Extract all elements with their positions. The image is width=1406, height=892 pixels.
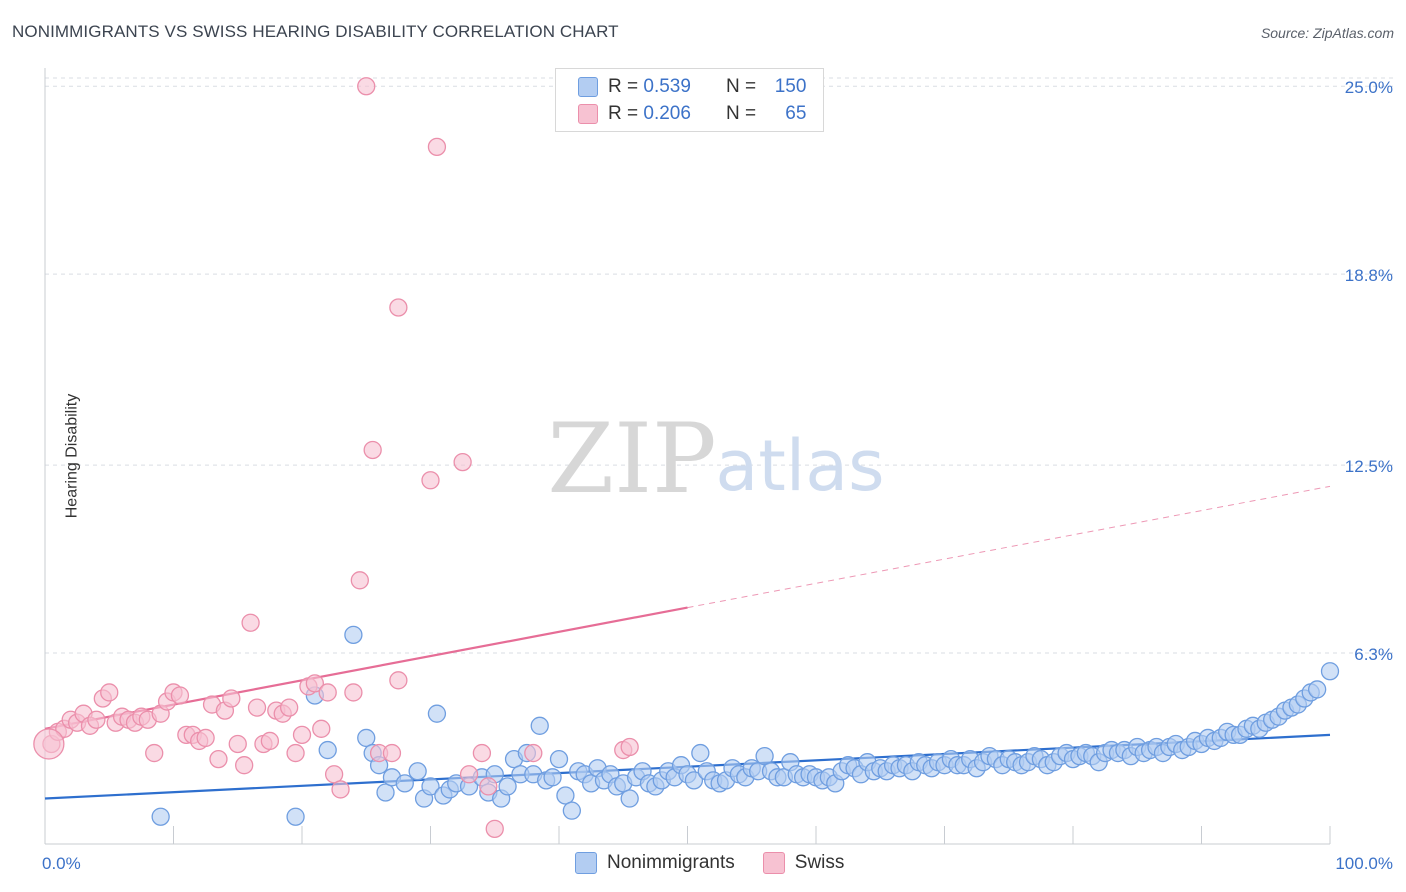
series-nonimmigrants-points bbox=[151, 625, 1340, 826]
points-layer bbox=[33, 77, 1340, 838]
legend-n-label: N = bbox=[726, 76, 757, 97]
data-point bbox=[562, 801, 581, 820]
legend-n-value-swiss: 65 bbox=[785, 103, 807, 124]
data-point bbox=[479, 777, 498, 796]
data-point bbox=[556, 786, 575, 805]
trend-line-swiss bbox=[44, 606, 688, 730]
watermark: ZIP atlas bbox=[547, 403, 884, 515]
legend-swatch-pink bbox=[578, 104, 598, 124]
data-point bbox=[498, 777, 517, 796]
data-point bbox=[318, 740, 337, 760]
source-label: Source: ZipAtlas.com bbox=[1260, 25, 1394, 41]
data-point bbox=[363, 440, 382, 460]
data-point bbox=[247, 698, 267, 717]
legend-n-label: N = bbox=[726, 103, 757, 124]
data-point bbox=[472, 743, 492, 763]
data-point bbox=[389, 298, 408, 317]
legend-n-value-nonimmigrants: 150 bbox=[774, 76, 807, 97]
data-point bbox=[279, 698, 299, 717]
data-point bbox=[151, 807, 170, 826]
data-point bbox=[145, 743, 164, 763]
legend-r-label: R = bbox=[608, 103, 639, 124]
x-tick-label-max: 100.0% bbox=[1335, 854, 1393, 873]
data-point bbox=[376, 783, 395, 802]
correlation-legend: R = 0.539 N = 150 R = 0.206 N = 65 bbox=[555, 68, 824, 132]
x-tick-label-min: 0.0% bbox=[42, 854, 81, 873]
legend-label-nonimmigrants: Nonimmigrants bbox=[607, 852, 735, 873]
data-point bbox=[357, 77, 376, 96]
data-point bbox=[691, 743, 710, 763]
data-point bbox=[286, 807, 305, 826]
data-point bbox=[1320, 662, 1340, 681]
watermark-zip: ZIP bbox=[547, 403, 716, 515]
data-point bbox=[170, 686, 190, 705]
data-point bbox=[260, 731, 280, 751]
data-point bbox=[350, 571, 369, 590]
data-point bbox=[100, 683, 119, 702]
legend-item-nonimmigrants: Nonimmigrants bbox=[575, 852, 735, 874]
data-point bbox=[344, 683, 363, 702]
series-swiss-points bbox=[42, 77, 639, 838]
data-point bbox=[408, 762, 427, 781]
data-point bbox=[459, 765, 479, 784]
data-point bbox=[222, 689, 241, 708]
data-point bbox=[292, 725, 312, 745]
data-point bbox=[755, 746, 774, 766]
data-point bbox=[382, 743, 402, 763]
data-point bbox=[241, 613, 260, 632]
data-point bbox=[421, 471, 440, 490]
legend-swatch-pink bbox=[762, 852, 785, 874]
data-point bbox=[543, 768, 562, 787]
legend-item-swiss: Swiss bbox=[762, 852, 845, 874]
data-point bbox=[318, 683, 337, 702]
data-point bbox=[620, 737, 639, 757]
data-point bbox=[530, 716, 549, 735]
watermark-atlas: atlas bbox=[715, 425, 884, 507]
data-point bbox=[427, 704, 447, 723]
legend-swatch-blue bbox=[578, 77, 598, 97]
data-point bbox=[421, 777, 440, 796]
data-point bbox=[1308, 680, 1327, 699]
y-tick-label: 25.0% bbox=[1345, 78, 1393, 97]
data-point bbox=[620, 789, 639, 808]
data-point bbox=[228, 734, 247, 754]
data-point bbox=[305, 674, 325, 693]
chart-title: NONIMMIGRANTS VS SWISS HEARING DISABILIT… bbox=[12, 22, 619, 41]
data-point bbox=[395, 774, 414, 793]
y-tick-label: 12.5% bbox=[1345, 457, 1393, 476]
y-axis-label: Hearing Disability bbox=[63, 393, 81, 519]
data-point bbox=[453, 452, 472, 472]
data-point bbox=[209, 749, 228, 769]
data-point bbox=[549, 749, 569, 769]
legend-row-swiss: R = 0.206 N = 65 bbox=[578, 102, 806, 126]
legend-r-value-swiss: 0.206 bbox=[643, 103, 691, 124]
data-point bbox=[684, 771, 704, 790]
legend-row-nonimmigrants: R = 0.539 N = 150 bbox=[578, 75, 806, 99]
data-point bbox=[235, 756, 254, 775]
y-tick-label: 6.3% bbox=[1354, 645, 1393, 664]
y-tick-label: 18.8% bbox=[1345, 266, 1393, 285]
data-point bbox=[389, 671, 408, 690]
trend-line-extension-swiss bbox=[687, 485, 1331, 609]
data-point bbox=[485, 819, 504, 838]
legend-label-swiss: Swiss bbox=[794, 852, 845, 873]
data-point-cluster bbox=[33, 728, 65, 760]
data-point bbox=[324, 765, 344, 784]
legend-r-value-nonimmigrants: 0.539 bbox=[643, 76, 691, 97]
data-point bbox=[344, 625, 363, 645]
legend-r-label: R = bbox=[608, 76, 639, 97]
data-point bbox=[286, 743, 305, 763]
data-point bbox=[196, 728, 215, 748]
data-point bbox=[524, 743, 543, 763]
series-legend: Nonimmigrants Swiss bbox=[575, 852, 872, 874]
data-point bbox=[87, 710, 106, 729]
data-point bbox=[312, 719, 331, 738]
data-point bbox=[427, 137, 447, 157]
data-point bbox=[331, 780, 350, 799]
tick-layer: 6.3% 12.5% 18.8% 25.0% 0.0% 100.0% bbox=[42, 78, 1393, 873]
data-point bbox=[357, 728, 376, 748]
legend-swatch-blue bbox=[575, 852, 597, 874]
